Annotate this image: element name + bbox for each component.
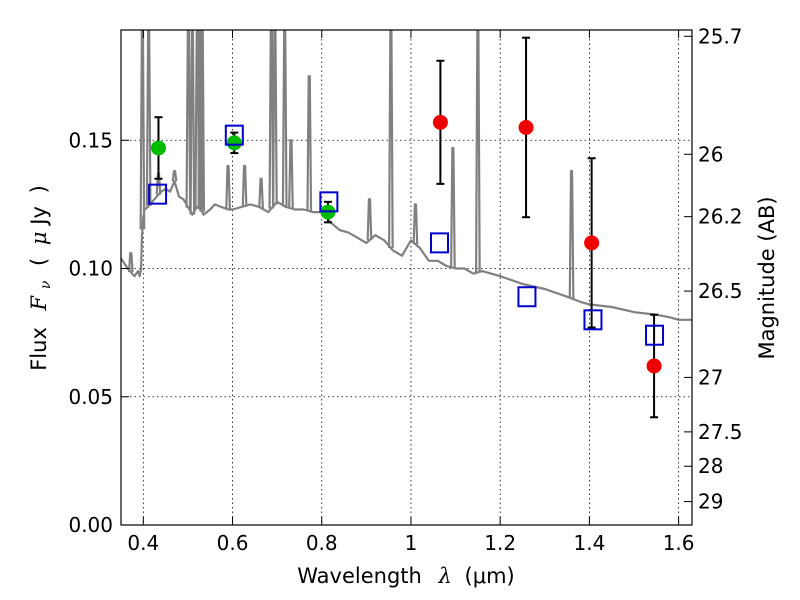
x-tick-label: 1.6 bbox=[663, 531, 695, 555]
x-tick-label: 0.6 bbox=[217, 531, 249, 555]
model-square-marker bbox=[517, 286, 537, 308]
model-square-marker bbox=[319, 191, 339, 213]
plot-content bbox=[121, 30, 692, 419]
emission-line bbox=[272, 30, 278, 205]
green-data-point bbox=[150, 140, 166, 156]
x-axis-label-unit: (μm) bbox=[465, 564, 515, 588]
y-tick-label: 0.10 bbox=[68, 257, 113, 281]
model-square-marker bbox=[583, 309, 603, 331]
emission-line bbox=[412, 203, 419, 245]
x-axis-label-symbol: λ bbox=[438, 564, 452, 588]
plot-frame bbox=[120, 29, 693, 526]
red-data-point bbox=[432, 114, 448, 130]
y2-tick-label: 28 bbox=[698, 454, 723, 478]
y2-tick-label: 29 bbox=[698, 490, 723, 514]
x-tick-label: 0.4 bbox=[127, 531, 159, 555]
spectrum-line bbox=[121, 180, 692, 321]
x-tick-label: 1 bbox=[405, 531, 418, 555]
y-tick-label: 0.15 bbox=[68, 128, 113, 152]
x-tick-label: 0.8 bbox=[306, 531, 338, 555]
y-axis-label-subscript: ν bbox=[38, 280, 54, 289]
emission-line bbox=[568, 169, 575, 299]
y2-tick-label: 26.5 bbox=[698, 279, 743, 303]
y-axis-label-text: Flux bbox=[27, 327, 51, 371]
axes: 0.4 0.6 0.8 1 1.2 1.4 1.6 0.00 0.05 0.10 0.15 25.7 2… bbox=[68, 24, 742, 555]
grid bbox=[121, 30, 692, 525]
emission-line bbox=[145, 30, 152, 206]
model-square-marker bbox=[430, 232, 450, 254]
emission-line bbox=[268, 30, 275, 209]
emission-line bbox=[366, 198, 373, 241]
emission-line bbox=[171, 169, 178, 182]
emission-line bbox=[127, 252, 134, 273]
red-data-point bbox=[646, 358, 662, 374]
y2-tick-label: 27.5 bbox=[698, 420, 743, 444]
y-axis-label: Flux F ν ( μ Jy ) bbox=[27, 185, 55, 371]
emission-line bbox=[474, 30, 481, 273]
emission-line bbox=[281, 30, 288, 207]
model-square-marker bbox=[224, 124, 244, 146]
y-axis-label-symbol: F bbox=[27, 294, 51, 311]
y-axis-label-paren-close: ) bbox=[27, 185, 51, 193]
y2-tick-label: 25.7 bbox=[698, 24, 743, 48]
emission-line bbox=[306, 75, 313, 212]
y-axis-label-mu: μ bbox=[27, 231, 51, 245]
y-axis-label-unit: Jy bbox=[27, 206, 51, 227]
emission-line bbox=[450, 146, 456, 268]
emission-line bbox=[139, 30, 146, 230]
y2-tick-label: 26 bbox=[698, 142, 723, 166]
emission-line bbox=[225, 164, 231, 210]
x-tick-label: 1.2 bbox=[484, 531, 516, 555]
red-data-point bbox=[584, 235, 600, 251]
emission-line bbox=[241, 164, 248, 207]
emission-line bbox=[288, 139, 294, 209]
x-axis-label-text: Wavelength bbox=[297, 564, 422, 588]
emission-line bbox=[258, 177, 264, 209]
y-tick-label: 0.05 bbox=[68, 385, 113, 409]
y2-tick-label: 27 bbox=[698, 365, 723, 389]
plot-area bbox=[121, 30, 692, 419]
secondary-axis-label: Magnitude (AB) bbox=[755, 196, 779, 359]
emission-line bbox=[199, 30, 206, 212]
y-axis-label-paren-open: ( bbox=[27, 258, 51, 266]
red-data-point bbox=[518, 119, 534, 135]
emission-line bbox=[185, 30, 192, 208]
x-tick-label: 1.4 bbox=[573, 531, 605, 555]
emission-line bbox=[388, 30, 394, 249]
x-axis-label: Wavelength λ (μm) bbox=[297, 564, 514, 588]
model-square-marker bbox=[148, 183, 168, 205]
model-square-marker bbox=[645, 324, 665, 346]
green-data-point bbox=[226, 135, 242, 151]
emission-line bbox=[189, 30, 196, 215]
y2-tick-label: 26.2 bbox=[698, 205, 743, 229]
y-tick-label: 0.00 bbox=[68, 513, 113, 537]
